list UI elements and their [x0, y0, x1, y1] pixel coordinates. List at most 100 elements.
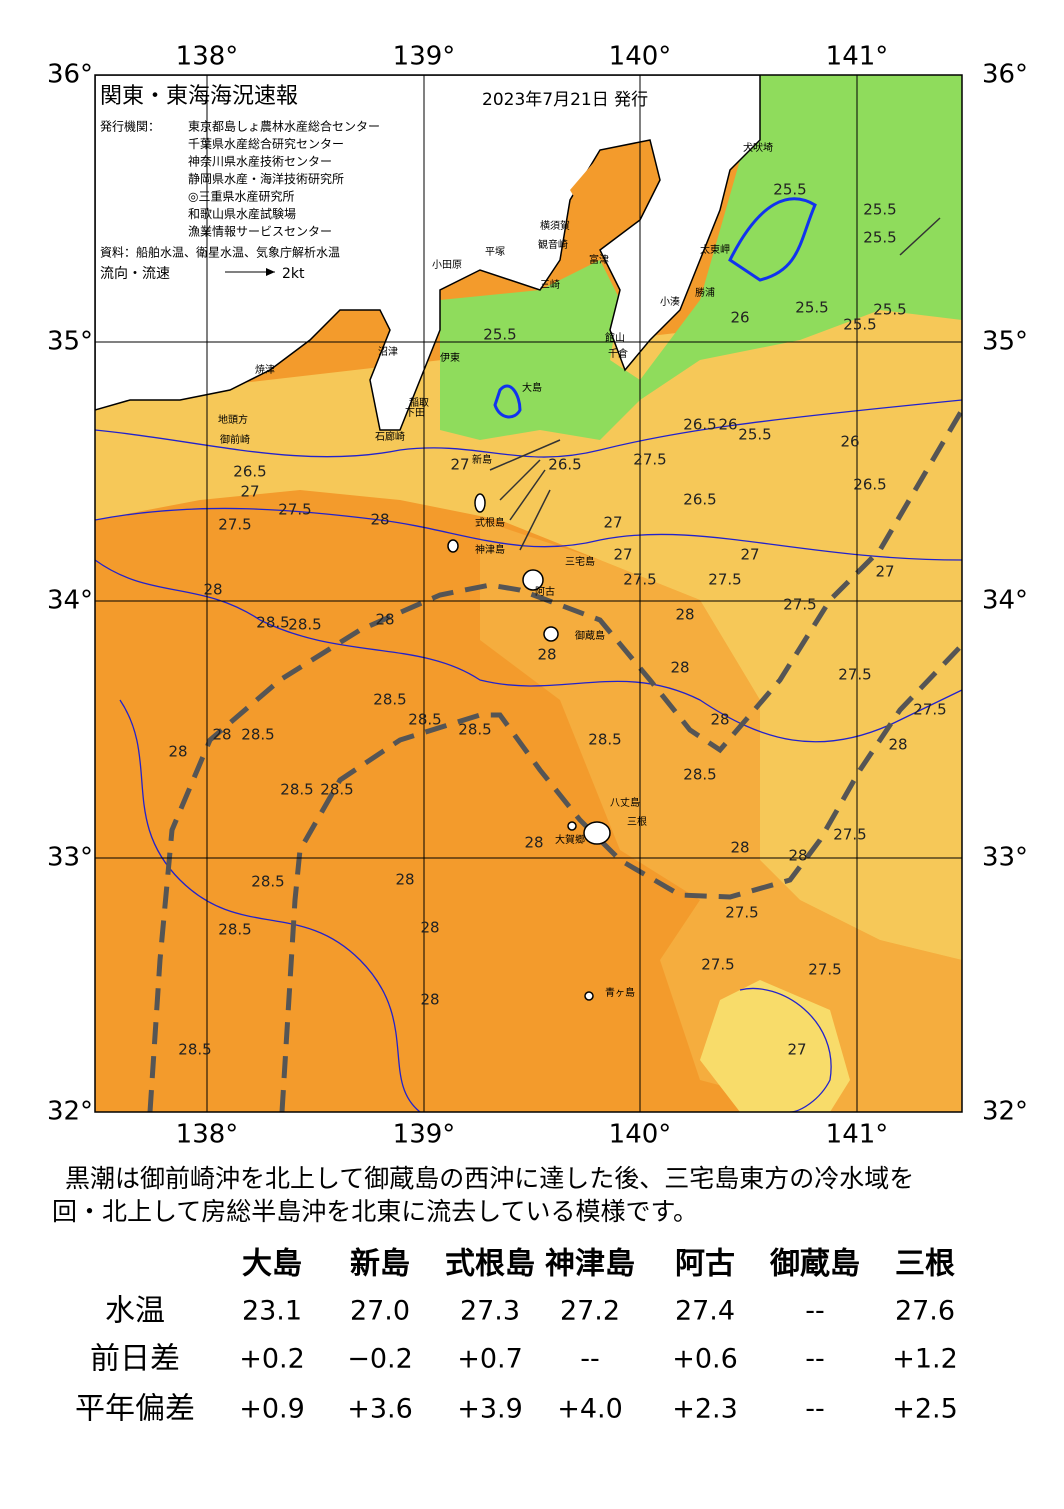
flow-arrows [489, 217, 941, 551]
place-name: 館山 [605, 331, 625, 344]
table-cell: 27.2 [560, 1296, 620, 1327]
description: 黒潮は御前崎沖を北上して御蔵島の西沖に達した後、三宅島東方の冷水域を [40, 1164, 914, 1193]
contour-label: 28 [420, 919, 439, 937]
row-header: 平年偏差 [75, 1392, 195, 1427]
sea-zone [480, 520, 962, 1112]
contour-label: 27.5 [783, 596, 816, 614]
place-name: 青ヶ島 [605, 986, 635, 999]
place-name: 犬吠埼 [743, 141, 773, 154]
place-name: 石廊崎 [375, 430, 405, 443]
table-cell: -- [805, 1296, 825, 1327]
lat-label: 32° [982, 1097, 1028, 1127]
column-header: 三根 [895, 1247, 955, 1282]
kuroshio-path [279, 643, 962, 1112]
contour-label: 25.5 [863, 201, 896, 219]
contour-label: 28.5 [288, 616, 321, 634]
contour-label: 28.5 [241, 726, 274, 744]
table-cell: 23.1 [242, 1296, 302, 1327]
place-name: 焼津 [255, 364, 275, 376]
place-name: 大島 [522, 381, 542, 394]
column-header: 式根島 [445, 1247, 535, 1282]
contour-label: 27.5 [623, 571, 656, 589]
contour-label: 28 [168, 743, 187, 761]
contour-label: 27.5 [218, 516, 251, 534]
table-cell: +3.6 [347, 1394, 413, 1425]
lon-label: 141° [826, 42, 889, 72]
contour-label: 28.5 [251, 873, 284, 891]
place-name: 伊東 [440, 351, 460, 364]
table-cell: -- [805, 1394, 825, 1425]
contour-label: 27 [450, 456, 469, 474]
tokyo-bay [570, 145, 655, 240]
row-header: 前日差 [90, 1342, 180, 1377]
issuer: ◎三重県水産研究所 [188, 189, 294, 204]
contour-label: 27.5 [833, 826, 866, 844]
contour-label: 26.5 [683, 491, 716, 509]
place-name: 観音崎 [538, 238, 568, 251]
table-cell: +4.0 [557, 1394, 623, 1425]
place-name: 横須賀 [540, 219, 570, 232]
place-name: 富津 [589, 253, 609, 266]
contour-label: 28.5 [256, 614, 289, 632]
contour-label: 26.5 [233, 463, 266, 481]
place-name: 八丈島 [610, 796, 640, 809]
contour-label: 27.5 [725, 904, 758, 922]
flow-scale-arrow [266, 268, 275, 276]
contour-label: 28 [537, 646, 556, 664]
table-cell: 27.4 [675, 1296, 735, 1327]
lat-label: 36° [982, 60, 1028, 90]
contour-label: 28 [710, 711, 729, 729]
table-cell: 27.6 [895, 1296, 955, 1327]
column-header: 新島 [350, 1247, 410, 1282]
lon-label: 139° [393, 42, 456, 72]
lat-label: 35° [47, 327, 93, 357]
contour-label: 28.5 [218, 921, 251, 939]
place-name: 三根 [627, 815, 647, 828]
contour-label: 27.5 [633, 451, 666, 469]
column-header: 阿古 [675, 1247, 735, 1282]
place-name: 下田 [405, 408, 425, 419]
lon-label: 141° [826, 1120, 889, 1150]
table-cell: +0.6 [672, 1344, 738, 1375]
lat-label: 33° [47, 843, 93, 873]
issuer: 神奈川県水産技術センター [188, 154, 332, 169]
contour-label: 25.5 [843, 316, 876, 334]
contour-label: 28 [203, 581, 222, 599]
issuer: 東京都島しょ農林水産総合センター [188, 119, 380, 134]
contour-label: 28.5 [280, 781, 313, 799]
contour-label: 28.5 [408, 711, 441, 729]
row-header: 水温 [105, 1294, 165, 1329]
contour-label: 26 [730, 309, 749, 327]
lon-label: 139° [393, 1120, 456, 1150]
contour-label: 28.5 [683, 766, 716, 784]
place-name: 地頭方 [218, 413, 248, 426]
contour-label: 26 [840, 433, 859, 451]
place-name: 三崎 [540, 278, 560, 291]
source: 資料：船舶水温、衛星水温、気象庁解析水温 [100, 245, 340, 260]
contour-label: 28 [524, 834, 543, 852]
table-cell: +2.3 [672, 1394, 738, 1425]
contour-label: 27.5 [838, 666, 871, 684]
issuer: 静岡県水産・海洋技術研究所 [188, 171, 344, 186]
flow-scale: 2kt [282, 266, 305, 282]
place-name: 太東岬 [700, 243, 730, 256]
place-name: 勝浦 [695, 286, 715, 299]
kuroshio-path [147, 408, 962, 1112]
contour-label: 27.5 [701, 956, 734, 974]
table-cell: −0.2 [347, 1344, 413, 1375]
contour-label: 28.5 [178, 1041, 211, 1059]
contour-label: 25.5 [795, 299, 828, 317]
lon-label: 140° [609, 42, 672, 72]
contour-label: 28 [788, 847, 807, 865]
contour-label: 28.5 [588, 731, 621, 749]
lat-label: 32° [47, 1097, 93, 1127]
lat-label: 35° [982, 327, 1028, 357]
islands [447, 493, 611, 1001]
contour-label: 25.5 [773, 181, 806, 199]
lon-label: 140° [609, 1120, 672, 1150]
contour-label: 28.5 [373, 691, 406, 709]
place-name: 沼津 [378, 345, 398, 358]
